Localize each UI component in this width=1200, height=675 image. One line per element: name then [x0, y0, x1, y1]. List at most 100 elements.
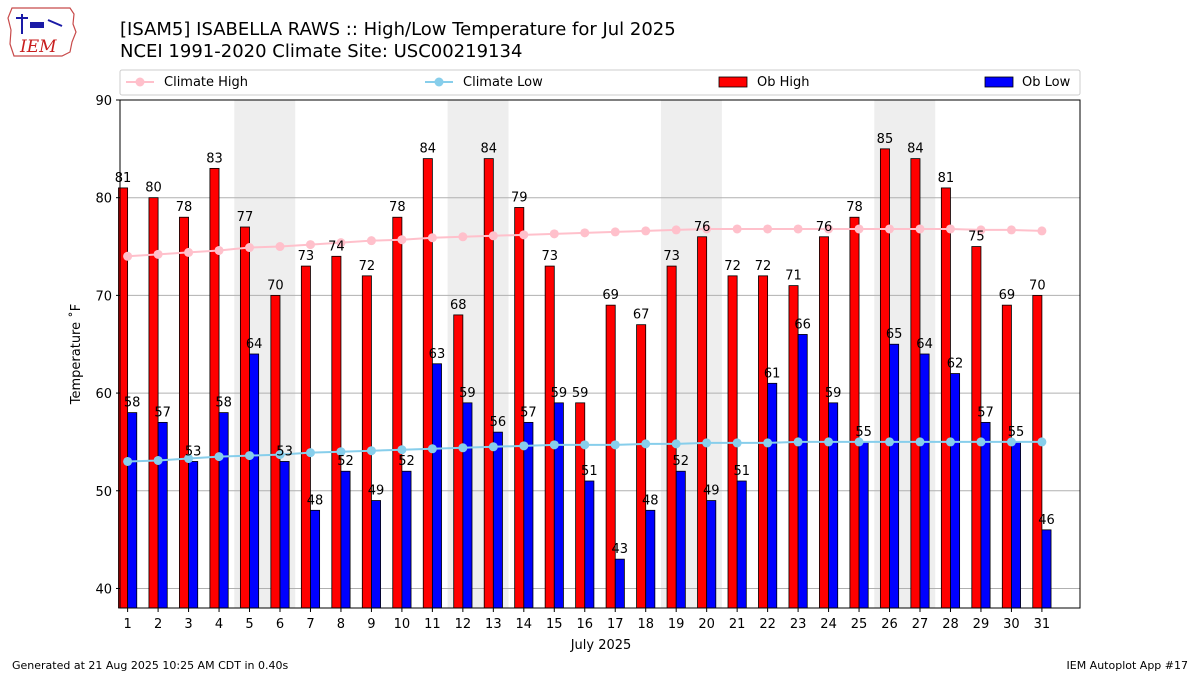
- x-tick-label-29: 29: [973, 617, 990, 632]
- plot-area-frame: [119, 99, 1081, 609]
- ob-high-value-label-10: 78: [389, 200, 406, 215]
- x-tick-label-25: 25: [851, 617, 868, 632]
- ob-high-value-label-5: 77: [237, 210, 254, 225]
- ob-low-value-label-28: 62: [947, 357, 964, 372]
- climate-high-point-31: [1037, 226, 1047, 236]
- ob-high-value-label-20: 76: [694, 220, 711, 235]
- ob-high-value-label-15: 73: [541, 249, 558, 264]
- ob-low-bar-4: [218, 412, 229, 609]
- ob-high-value-label-21: 72: [724, 259, 741, 274]
- climate-high-point-23: [793, 224, 803, 234]
- ob-high-bar-16: [575, 402, 586, 609]
- ob-low-value-label-4: 58: [215, 396, 232, 411]
- x-tick-label-19: 19: [668, 617, 685, 632]
- climate-high-point-11: [427, 233, 437, 243]
- ob-low-bar-1: [127, 412, 138, 609]
- y-tick-label-40: 40: [95, 582, 112, 597]
- iowa-outline-icon: [7, 7, 77, 57]
- climate-low-point-24: [824, 437, 834, 447]
- chart-title: [ISAM5] ISABELLA RAWS :: High/Low Temper…: [120, 19, 676, 40]
- ob-high-bar-18: [636, 324, 647, 609]
- ob-low-bar-28: [950, 373, 961, 609]
- ob-high-value-label-4: 83: [206, 151, 223, 166]
- ob-low-value-label-30: 55: [1008, 425, 1025, 440]
- x-tick-label-2: 2: [154, 617, 162, 632]
- legend-climate-high-marker: [135, 77, 145, 87]
- climate-low-point-8: [336, 447, 346, 457]
- x-tick-label-3: 3: [184, 617, 192, 632]
- ob-low-value-label-2: 57: [154, 405, 171, 420]
- climate-low-point-6: [275, 450, 285, 460]
- legend-ob-low-swatch: [984, 76, 1014, 88]
- x-tick-label-18: 18: [637, 617, 654, 632]
- x-tick-label-11: 11: [424, 617, 441, 632]
- x-tick-label-30: 30: [1003, 617, 1020, 632]
- ob-high-value-label-2: 80: [145, 181, 162, 196]
- ob-low-value-label-13: 56: [490, 415, 507, 430]
- ob-low-bar-6: [279, 461, 290, 609]
- legend-ob-low-label: Ob Low: [1022, 75, 1071, 90]
- climate-high-point-10: [397, 235, 407, 245]
- ob-high-value-label-1: 81: [115, 171, 132, 186]
- ob-low-value-label-23: 66: [794, 317, 811, 332]
- ob-high-value-label-8: 74: [328, 239, 345, 254]
- x-tick-label-1: 1: [123, 617, 131, 632]
- climate-low-point-16: [580, 440, 590, 450]
- x-tick-label-8: 8: [337, 617, 345, 632]
- ob-high-bar-25: [849, 216, 860, 609]
- legend-ob-high-swatch: [718, 76, 748, 88]
- climate-high-point-20: [702, 224, 712, 234]
- x-tick-label-13: 13: [485, 617, 502, 632]
- ob-low-value-label-27: 64: [916, 337, 933, 352]
- logo-text: IEM: [19, 37, 57, 57]
- ob-high-value-label-24: 76: [816, 220, 833, 235]
- climate-high-point-21: [732, 224, 742, 234]
- climate-high-point-6: [275, 242, 285, 252]
- ob-low-value-label-15: 59: [551, 386, 568, 401]
- ob-low-bar-21: [736, 480, 747, 609]
- ob-low-value-label-31: 46: [1038, 513, 1055, 528]
- climate-low-point-5: [245, 451, 255, 461]
- climate-high-point-12: [458, 232, 468, 242]
- ob-high-value-label-29: 75: [968, 230, 985, 245]
- ob-high-bar-5: [239, 226, 250, 609]
- ob-low-value-label-22: 61: [764, 366, 781, 381]
- x-tick-label-20: 20: [698, 617, 715, 632]
- climate-low-point-11: [427, 444, 437, 454]
- x-tick-label-23: 23: [790, 617, 807, 632]
- ob-high-value-label-31: 70: [1029, 278, 1046, 293]
- legend-climate-high-label: Climate High: [164, 75, 248, 90]
- climate-low-point-2: [153, 455, 163, 465]
- y-tick-label-50: 50: [95, 485, 112, 500]
- ob-low-bar-16: [584, 480, 595, 609]
- footer-app: IEM Autoplot App #17: [1067, 659, 1189, 672]
- climate-low-point-7: [305, 448, 315, 458]
- climate-high-point-14: [519, 230, 529, 240]
- ob-low-bar-18: [645, 509, 656, 609]
- ob-low-bar-31: [1041, 529, 1052, 609]
- ob-high-value-label-18: 67: [633, 308, 650, 323]
- ob-high-bar-3: [179, 216, 189, 609]
- ob-low-value-label-7: 48: [307, 493, 324, 508]
- ob-low-bar-27: [919, 353, 930, 609]
- x-axis-label: July 2025: [570, 638, 632, 653]
- ob-low-value-label-29: 57: [977, 405, 994, 420]
- climate-high-point-5: [245, 243, 255, 253]
- ob-low-value-label-26: 65: [886, 327, 903, 342]
- ob-low-value-label-16: 51: [581, 464, 598, 479]
- climate-low-point-21: [732, 438, 742, 448]
- ob-low-value-label-8: 52: [337, 454, 354, 469]
- data-labels: 81 80 78 83 77 70 73 74 72 78 84 68 84 79 73 59 69 67 73 76…: [115, 132, 1055, 557]
- climate-low-point-26: [885, 437, 895, 447]
- ob-high-value-label-7: 73: [298, 249, 315, 264]
- x-tick-label-4: 4: [215, 617, 223, 632]
- ob-high-bar-4: [209, 167, 220, 609]
- climate-high-point-1: [123, 251, 133, 261]
- ob-low-bar-13: [492, 431, 503, 609]
- climate-low-point-23: [793, 437, 803, 447]
- climate-low-point-4: [214, 452, 224, 462]
- ob-low-bar-30: [1011, 441, 1021, 609]
